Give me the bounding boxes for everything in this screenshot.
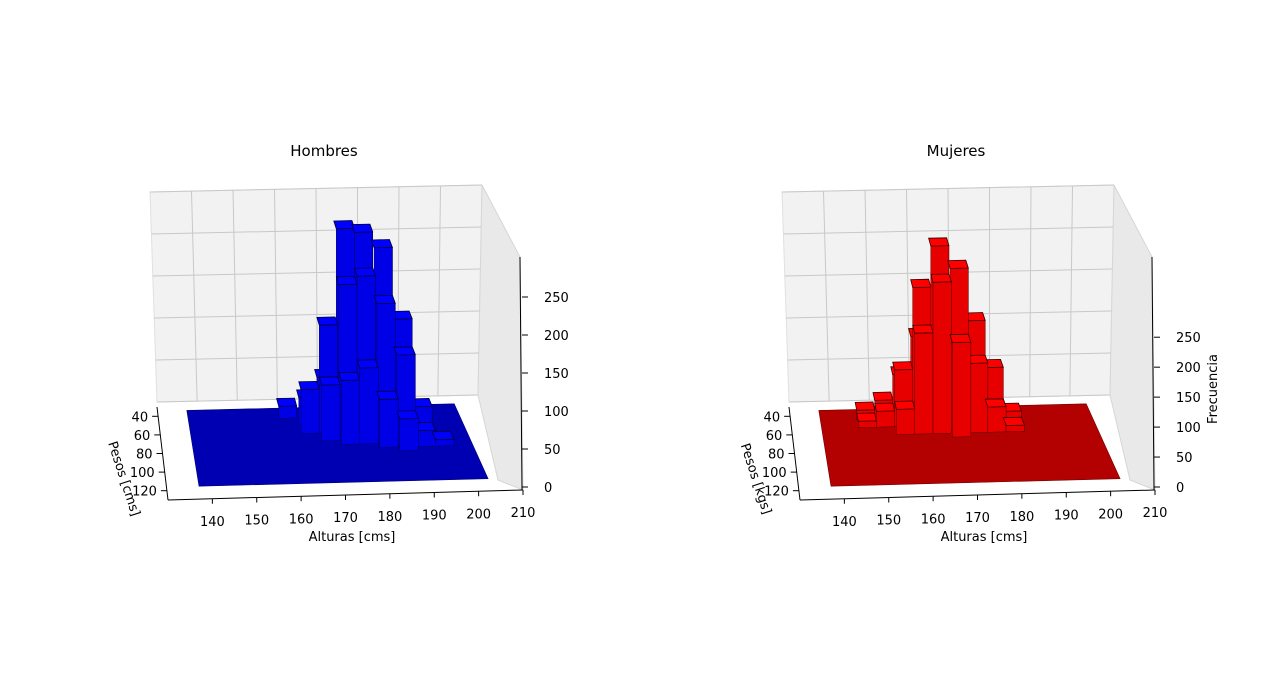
x-tick-label: 210 <box>511 506 536 521</box>
x-axis: 140 150 160 170 180 190 200 210 <box>799 489 1168 530</box>
z-tick-label: 200 <box>544 329 569 344</box>
x-axis: 140 150 160 170 180 190 200 210 <box>167 489 536 530</box>
x-tick-label: 140 <box>832 515 857 530</box>
z-tick-label: 200 <box>1176 361 1201 376</box>
bar <box>912 324 934 435</box>
grid-line <box>1029 186 1032 397</box>
x-tick-label: 200 <box>1098 507 1123 522</box>
grid-line <box>232 190 238 401</box>
bar <box>396 410 419 452</box>
x-tick-label: 160 <box>921 512 946 527</box>
bar <box>874 402 896 428</box>
bar <box>318 376 341 442</box>
y-tick-label: 80 <box>136 448 153 463</box>
x-tick-label: 210 <box>1143 506 1168 521</box>
chart-title: Hombres <box>290 142 358 160</box>
y-tick-label: 40 <box>132 410 149 425</box>
chart-mujeres: Mujeres 140 150 160 170 180 190 200 210 40 60 80 1… <box>737 142 1221 545</box>
x-axis-label: Alturas [cms] <box>941 530 1028 545</box>
x-tick-label: 190 <box>1054 509 1079 524</box>
z-tick-label: 150 <box>1176 391 1201 406</box>
bar <box>431 430 455 447</box>
bar <box>338 371 361 445</box>
side-wall <box>1109 184 1156 491</box>
x-tick-label: 170 <box>965 511 990 526</box>
grid-line <box>864 190 870 401</box>
bar <box>894 400 916 435</box>
grid-line <box>1069 185 1073 396</box>
z-tick-label: 0 <box>1176 481 1184 496</box>
x-axis-label: Alturas [cms] <box>309 530 396 545</box>
x-tick-label: 170 <box>333 511 358 526</box>
z-tick-label: 250 <box>1176 331 1201 346</box>
bars <box>276 220 455 452</box>
grid-line <box>191 191 198 402</box>
grid-line <box>274 189 278 400</box>
z-tick-label: 0 <box>544 481 552 496</box>
z-axis-line <box>519 256 523 491</box>
z-axis-line <box>1151 256 1155 491</box>
z-axis: 0 50 100 150 200 250 <box>1151 256 1201 496</box>
y-tick-label: 60 <box>766 429 783 444</box>
z-tick-label: 100 <box>544 405 569 420</box>
y-tick-label: 120 <box>132 485 157 500</box>
bar <box>298 380 320 434</box>
x-tick-label: 150 <box>876 514 901 529</box>
bars <box>854 237 1025 438</box>
y-axis: 40 60 80 100 120 <box>762 406 801 501</box>
z-tick-label: 50 <box>544 443 561 458</box>
grid-line <box>315 188 318 399</box>
bar <box>1002 416 1025 433</box>
x-tick-label: 150 <box>244 514 269 529</box>
z-tick-label: 250 <box>544 291 569 306</box>
y-axis: 40 60 80 100 120 <box>130 406 169 501</box>
bar <box>376 390 399 448</box>
y-tick-label: 80 <box>768 448 785 463</box>
x-tick-label: 200 <box>466 507 491 522</box>
y-tick-label: 120 <box>764 485 789 500</box>
grid-line <box>437 185 441 396</box>
y-tick-label: 40 <box>764 410 781 425</box>
bar <box>930 273 952 434</box>
chart-hombres: Hombres 140 150 160 170 180 190 200 210 40 60 80 1… <box>104 142 569 545</box>
chart-title: Mujeres <box>927 142 986 160</box>
bar <box>356 359 379 445</box>
bar <box>856 412 877 428</box>
x-tick-label: 160 <box>289 512 314 527</box>
grid-line <box>823 191 830 402</box>
x-tick-label: 140 <box>200 515 225 530</box>
y-tick-label: 60 <box>134 429 151 444</box>
y-tick-label: 100 <box>762 466 787 481</box>
bar <box>984 398 1007 433</box>
bar <box>276 397 298 419</box>
z-tick-label: 50 <box>1176 451 1193 466</box>
bar <box>949 333 972 438</box>
x-tick-label: 190 <box>422 509 447 524</box>
x-tick-label: 180 <box>377 510 402 525</box>
z-tick-label: 150 <box>544 367 569 382</box>
z-tick-label: 100 <box>1176 421 1201 436</box>
z-axis-label: Frecuencia <box>1206 354 1221 424</box>
x-tick-label: 180 <box>1009 510 1034 525</box>
side-wall <box>477 184 524 491</box>
y-tick-label: 100 <box>130 466 155 481</box>
z-axis: 0 50 100 150 200 250 <box>519 256 569 496</box>
back-panels <box>149 184 524 491</box>
